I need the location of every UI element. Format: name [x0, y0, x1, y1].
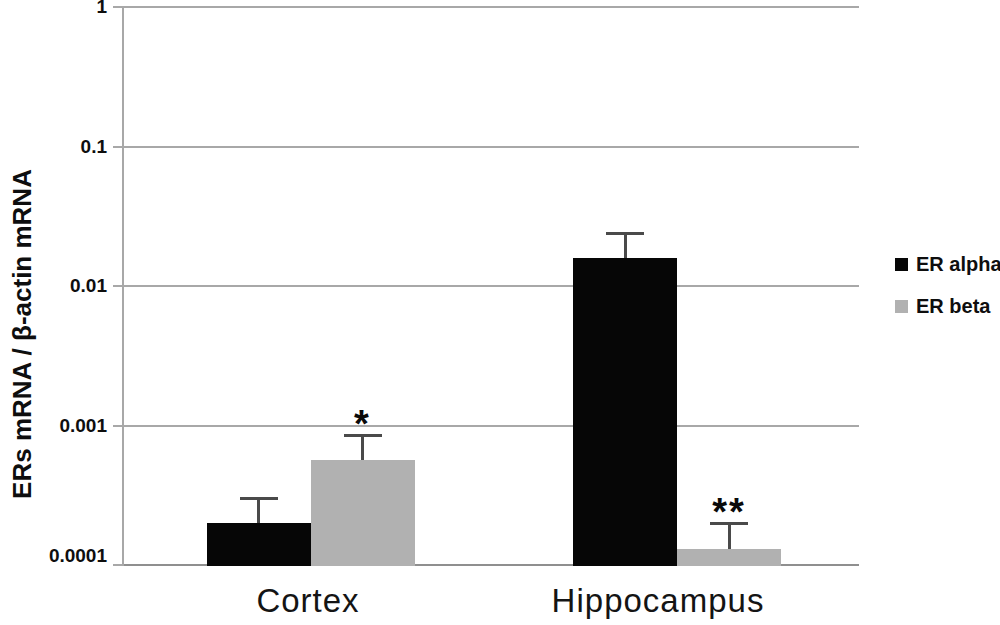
legend-swatch-er-alpha: [895, 258, 908, 271]
gridline: [122, 146, 859, 148]
y-tick-label: 0.0001: [7, 544, 107, 568]
y-axis-tickmark: [113, 425, 122, 427]
y-tick-label: 0.01: [7, 274, 107, 298]
bar-chart-figure: ERs mRNA / β-actin mRNA 1 0.1 0.01 0.001 0.0…: [0, 0, 1000, 625]
error-bar-whisker: [257, 498, 260, 525]
x-category-label: Cortex: [256, 582, 359, 620]
legend-label: ER alpha: [916, 253, 1000, 276]
legend-swatch-er-beta: [895, 300, 908, 313]
legend-item: ER alpha: [895, 257, 1000, 273]
bar-er-alpha-cortex: [207, 523, 311, 566]
y-tick-label: 0.1: [7, 135, 107, 159]
bar-er-alpha-hippocampus: [573, 258, 677, 566]
y-axis-tickmark: [113, 564, 122, 566]
error-bar-cap: [240, 497, 278, 500]
bar-er-beta-cortex: [311, 460, 415, 566]
legend-item: ER beta: [895, 299, 990, 315]
y-tick-label: 1: [7, 0, 107, 19]
gridline: [122, 425, 859, 427]
y-axis-tickmark: [113, 285, 122, 287]
y-axis-line: [122, 7, 124, 566]
x-category-label: Hippocampus: [552, 582, 765, 620]
bar-er-beta-hippocampus: [677, 549, 781, 566]
y-axis-tickmark: [113, 146, 122, 148]
y-axis-title: ERs mRNA / β-actin mRNA: [7, 169, 38, 499]
significance-marker: **: [712, 493, 746, 531]
error-bar-cap: [606, 232, 644, 235]
gridline: [122, 285, 859, 287]
significance-marker: *: [354, 405, 371, 443]
gridline: [122, 6, 859, 8]
error-bar-whisker: [624, 233, 627, 260]
y-axis-tickmark: [113, 6, 122, 8]
y-tick-label: 0.001: [7, 414, 107, 438]
legend-label: ER beta: [916, 295, 990, 318]
